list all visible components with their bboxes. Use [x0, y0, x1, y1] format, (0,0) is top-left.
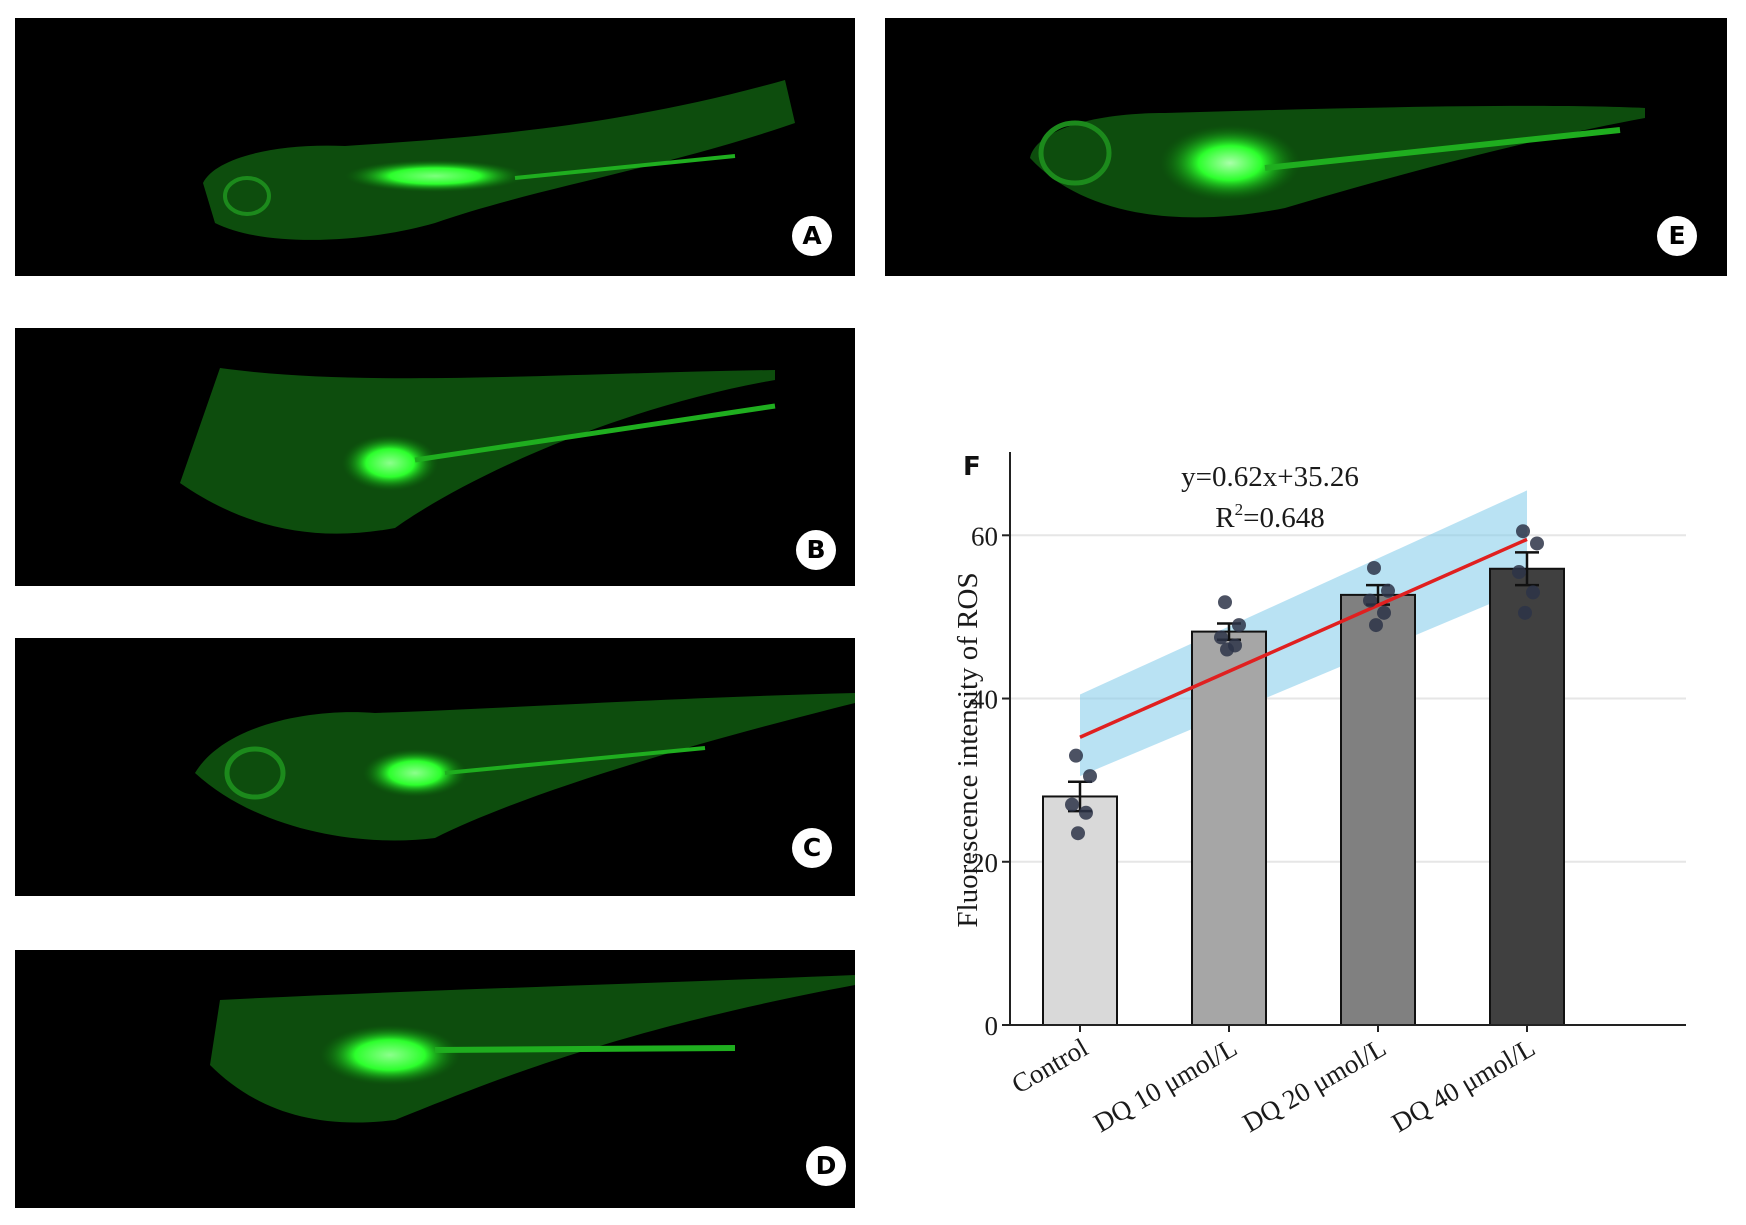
- data-point: [1530, 536, 1544, 551]
- data-point: [1069, 748, 1083, 763]
- bar: [1489, 567, 1565, 1026]
- x-tick-label: DQ 40 μmol/L: [1386, 1032, 1540, 1138]
- data-point: [1512, 565, 1526, 580]
- data-point: [1377, 605, 1391, 620]
- zebrafish-larva-image: [195, 693, 855, 841]
- x-tick-label: Control: [1007, 1032, 1093, 1099]
- data-point: [1526, 585, 1540, 600]
- data-point: [1065, 797, 1079, 812]
- data-point: [1369, 618, 1383, 633]
- micrograph-panel-b: B: [15, 328, 855, 586]
- zebrafish-larva-image: [180, 368, 776, 534]
- zebrafish-larva-image: [203, 80, 795, 240]
- data-point: [1218, 595, 1232, 610]
- zebrafish-larva-image: [210, 975, 855, 1123]
- y-tick-label: 40: [971, 685, 998, 715]
- panel-label-a: A: [792, 216, 832, 256]
- data-point: [1083, 769, 1097, 784]
- data-point: [1071, 826, 1085, 841]
- micrograph-panel-a: A: [15, 18, 855, 276]
- data-point: [1232, 618, 1246, 633]
- bar: [1191, 630, 1267, 1026]
- zebrafish-larva-image: [1030, 105, 1645, 218]
- data-point: [1220, 642, 1234, 657]
- data-point: [1516, 524, 1530, 539]
- data-point: [1381, 583, 1395, 598]
- y-tick-label: 0: [985, 1011, 999, 1041]
- panel-label-c: C: [792, 828, 832, 868]
- x-tick-label: DQ 20 μmol/L: [1237, 1032, 1391, 1138]
- panel-label-f: F: [963, 452, 981, 482]
- data-point: [1518, 605, 1532, 620]
- r-squared-superscript: 2: [1235, 500, 1244, 519]
- y-tick-label: 60: [971, 521, 998, 551]
- fit-equation: y=0.62x+35.26: [1181, 461, 1359, 493]
- micrograph-panel-e: E: [885, 18, 1727, 276]
- data-point: [1079, 805, 1093, 820]
- micrograph-panel-d: D: [15, 950, 855, 1208]
- y-axis-label: Fluorescence intensity of ROS: [952, 572, 984, 927]
- micrograph-panel-c: C: [15, 638, 855, 896]
- r-squared-symbol: R: [1215, 502, 1235, 534]
- fit-line: [1079, 537, 1528, 739]
- data-point: [1363, 593, 1377, 608]
- panel-label-d: D: [806, 1146, 846, 1186]
- data-point: [1214, 630, 1228, 645]
- x-tick-label: DQ 10 μmol/L: [1088, 1032, 1242, 1138]
- r-squared-value: =0.648: [1243, 502, 1325, 534]
- panel-label-b: B: [796, 530, 836, 570]
- data-point: [1367, 560, 1381, 575]
- bar: [1340, 593, 1416, 1026]
- fit-line-layer: [1079, 537, 1528, 739]
- y-tick-label: 20: [971, 848, 998, 878]
- data-points: [1065, 524, 1544, 841]
- r-squared: R2=0.648: [1215, 500, 1324, 534]
- panel-label-e: E: [1657, 216, 1697, 256]
